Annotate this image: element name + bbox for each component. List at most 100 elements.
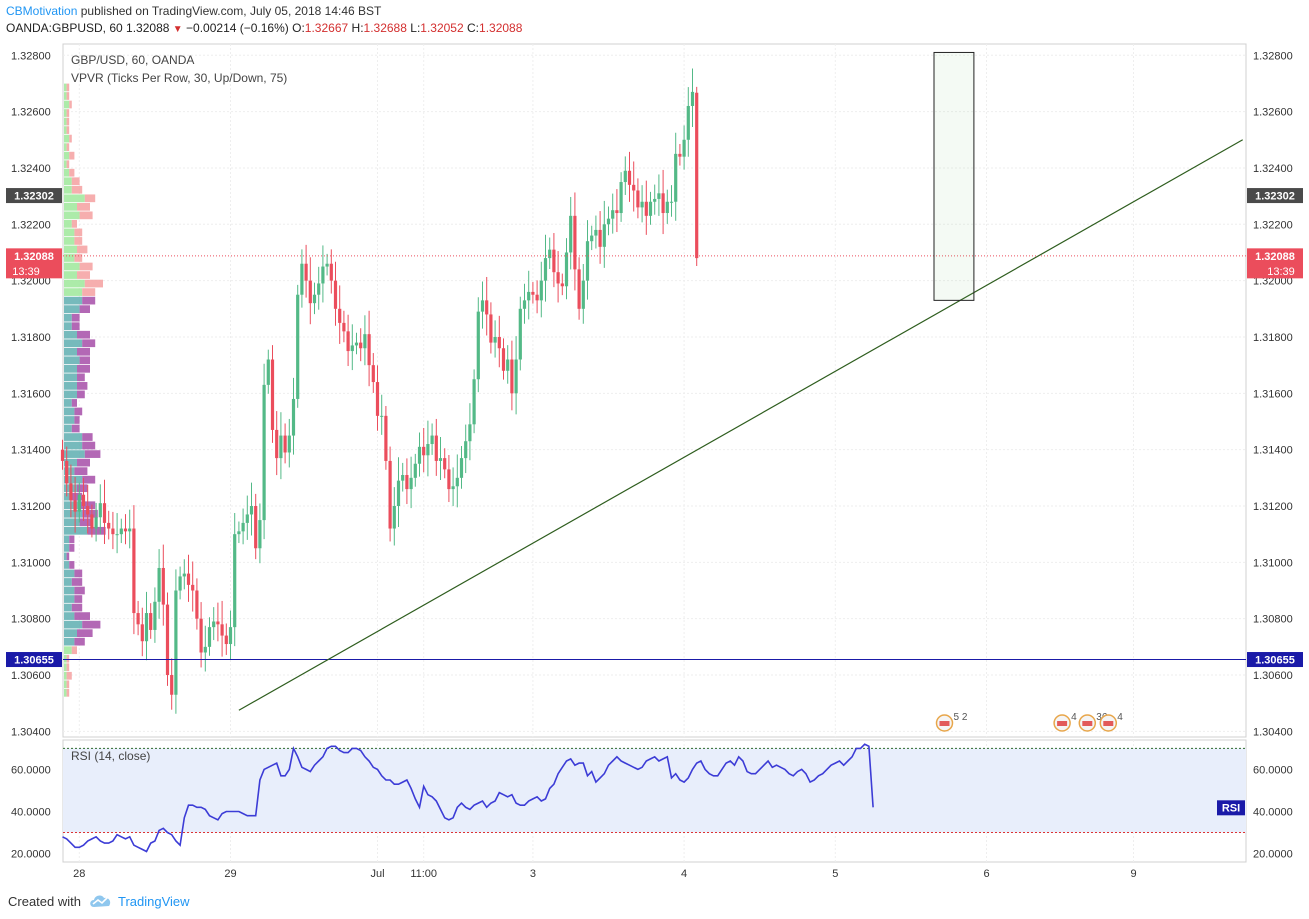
price-tag-text: 1.32088: [1255, 251, 1295, 263]
candle-body: [228, 627, 233, 645]
candle-body: [258, 520, 262, 549]
close-value: 1.32088: [479, 21, 523, 35]
candle-body: [590, 235, 594, 242]
volume-row-up: [64, 569, 75, 578]
volume-row-down: [69, 168, 75, 177]
candle-body: [178, 576, 182, 591]
event-flag-stripe: [1082, 721, 1093, 726]
candle-body: [594, 229, 598, 236]
candle-body: [308, 280, 312, 304]
candle-body: [426, 444, 430, 456]
candle-body: [144, 613, 149, 642]
volume-row-down: [84, 194, 96, 203]
candle-body: [514, 359, 518, 394]
candle-body: [396, 480, 401, 506]
price-tag-text: 1.32302: [14, 191, 54, 203]
price-tick-left: 1.32600: [11, 107, 51, 119]
author-link[interactable]: CBMotivation: [6, 4, 78, 18]
candle-body: [363, 334, 367, 349]
candle-body: [430, 435, 434, 445]
candle-body: [60, 449, 65, 461]
price-tick-left: 1.31000: [11, 557, 51, 569]
last-price: 1.32088: [126, 21, 170, 35]
candle-body: [266, 359, 270, 385]
tradingview-link[interactable]: TradingView: [118, 894, 190, 909]
candle-body: [665, 201, 669, 214]
volume-row-down: [77, 382, 88, 390]
volume-row-down: [71, 185, 83, 194]
rsi-title: RSI (14, close): [71, 749, 150, 763]
candle-body: [674, 153, 678, 202]
time-tick: 5: [832, 868, 838, 880]
volume-row-down: [74, 467, 88, 476]
volume-row-down: [82, 441, 96, 450]
candle-body: [321, 266, 325, 284]
candle-body: [275, 429, 279, 459]
candle-body: [102, 503, 107, 523]
volume-row-down: [79, 518, 93, 527]
candle-body: [636, 190, 640, 208]
candle-body: [443, 458, 447, 470]
candle-body: [371, 365, 375, 383]
candle-body: [132, 528, 136, 614]
volume-row-down: [71, 177, 80, 186]
candle-body: [535, 294, 539, 301]
volume-row-down: [66, 663, 70, 672]
candle-body: [86, 506, 90, 515]
candle-body: [128, 528, 132, 532]
candle-body: [468, 424, 472, 442]
candle-body: [422, 446, 426, 456]
chart-title: GBP/USD, 60, OANDA: [71, 53, 194, 67]
volume-row-down: [69, 134, 72, 143]
candle-body: [464, 441, 468, 459]
rsi-tick-left: 60.0000: [11, 764, 51, 776]
volume-row-up: [64, 382, 77, 390]
candle-body: [388, 460, 392, 529]
price-tag-left: [6, 188, 62, 204]
candle-body: [354, 342, 359, 346]
candle-body: [329, 263, 333, 281]
volume-row-up: [64, 134, 70, 143]
publish-info: CBMotivation published on TradingView.co…: [6, 4, 381, 18]
chart-canvas[interactable]: 5 24364 1.304001.304001.306001.306001.30…: [0, 0, 1309, 884]
candle-body: [182, 573, 186, 577]
candle-body: [153, 601, 157, 630]
rsi-band: [63, 748, 1246, 833]
price-tag-right: [1247, 248, 1303, 279]
time-tick: Jul: [370, 868, 384, 880]
candle-body: [233, 534, 237, 628]
price-tick-right: 1.31800: [1253, 332, 1293, 344]
candle-body: [392, 506, 396, 529]
volume-row-down: [77, 330, 90, 339]
volume-profile: [64, 83, 106, 697]
event-flag-stripe: [939, 721, 950, 726]
volume-row-up: [64, 143, 67, 151]
volume-row-down: [69, 535, 75, 544]
countdown-text: 13:39: [1267, 266, 1295, 278]
highlight-box: [933, 51, 975, 301]
candle-body: [581, 280, 585, 309]
price-tick-right: 1.30800: [1253, 614, 1293, 626]
candle-body: [489, 314, 493, 343]
candle-body: [245, 514, 249, 523]
volume-row-up: [64, 407, 75, 416]
candle-body: [409, 477, 413, 490]
volume-row-down: [71, 492, 83, 501]
main-pane[interactable]: [62, 43, 1247, 738]
candle-body: [606, 218, 611, 225]
candle-body: [661, 193, 665, 214]
volume-row-down: [69, 561, 75, 569]
candle-body: [531, 291, 535, 295]
low-label: L:: [410, 21, 421, 35]
tradingview-cloud-icon: [90, 895, 111, 907]
volume-row-up: [64, 254, 75, 262]
candle-body: [644, 201, 648, 216]
volume-row-down: [69, 544, 75, 552]
candle-body: [170, 675, 174, 695]
volume-row-down: [71, 578, 83, 586]
volume-row-down: [66, 143, 70, 151]
candle-body: [501, 348, 506, 371]
volume-row-up: [64, 347, 77, 356]
rsi-indicator: [62, 743, 1246, 853]
volume-row-down: [79, 356, 90, 365]
